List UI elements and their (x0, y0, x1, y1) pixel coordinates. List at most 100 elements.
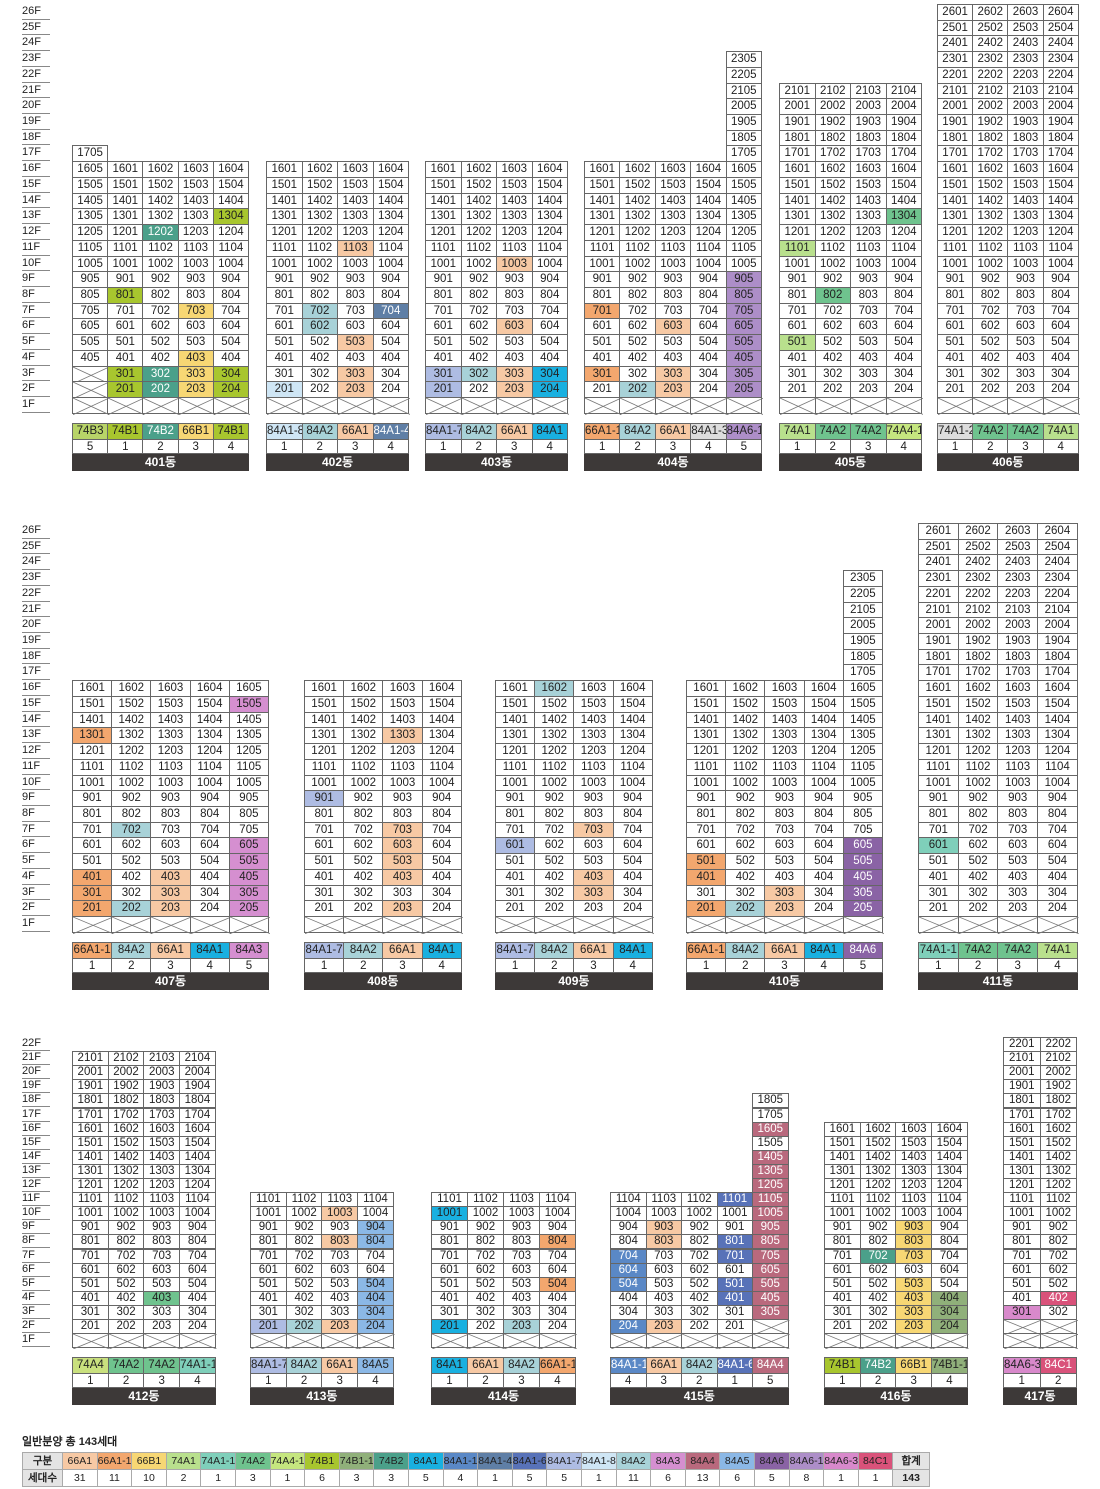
unit-cell[interactable]: 1405 (752, 1149, 789, 1165)
unit-cell[interactable]: 202 (343, 900, 384, 917)
unit-cell[interactable]: 1402 (460, 192, 497, 210)
unit-cell[interactable]: 1602 (301, 161, 338, 178)
unit-cell[interactable]: 902 (107, 1220, 145, 1236)
unit-cell[interactable]: 503 (997, 853, 1039, 870)
unit-cell[interactable]: 1601 (918, 680, 959, 697)
unit-cell[interactable]: 1903 (143, 1079, 181, 1095)
unit-cell[interactable]: 304 (212, 365, 249, 383)
unit-cell[interactable]: 802 (107, 1234, 145, 1250)
unit-cell[interactable]: 902 (343, 790, 384, 807)
unit-cell[interactable]: 1303 (382, 727, 423, 745)
unit-cell[interactable]: 901 (431, 1220, 468, 1236)
unit-cell[interactable]: 302 (111, 884, 152, 902)
unit-cell[interactable]: 501 (779, 334, 816, 351)
unit-cell[interactable]: 1503 (496, 176, 533, 194)
unit-cell[interactable]: 1001 (686, 774, 727, 792)
unit-cell[interactable]: 1502 (814, 176, 851, 194)
unit-cell[interactable]: 1603 (573, 680, 614, 697)
unit-cell[interactable]: 404 (421, 868, 462, 886)
unit-cell[interactable]: 303 (177, 365, 214, 383)
unit-cell[interactable]: 703 (850, 302, 887, 320)
unit-cell[interactable]: 503 (496, 334, 533, 351)
unit-cell[interactable]: 1003 (654, 255, 692, 273)
unit-cell[interactable]: 202 (859, 1319, 897, 1335)
unit-cell[interactable]: 2301 (918, 570, 959, 587)
unit-cell[interactable]: 1604 (1037, 680, 1078, 697)
unit-cell[interactable]: 1202 (814, 224, 851, 241)
unit-cell[interactable]: 2002 (107, 1065, 145, 1081)
unit-cell[interactable]: 1104 (803, 758, 844, 776)
unit-cell[interactable]: 602 (343, 837, 384, 855)
unit-cell[interactable]: 1101 (72, 758, 113, 776)
unit-cell[interactable]: 1004 (179, 1206, 216, 1222)
unit-cell[interactable]: 304 (539, 1304, 576, 1320)
unit-cell[interactable]: 303 (337, 365, 374, 383)
unit-cell[interactable]: 1501 (72, 1135, 109, 1151)
unit-cell[interactable]: 604 (372, 318, 409, 336)
unit-cell[interactable]: 404 (539, 1290, 576, 1306)
unit-cell[interactable]: 1602 (725, 680, 766, 697)
unit-cell[interactable]: 1603 (382, 680, 423, 697)
unit-cell[interactable]: 1604 (1042, 161, 1079, 178)
unit-cell[interactable]: 503 (177, 334, 214, 351)
unit-cell[interactable]: 2102 (814, 82, 851, 100)
unit-cell[interactable]: 1204 (179, 1178, 216, 1194)
unit-cell[interactable]: 301 (266, 365, 303, 383)
unit-cell[interactable]: 1801 (72, 1093, 109, 1109)
unit-cell[interactable]: 1501 (779, 176, 816, 194)
unit-cell[interactable]: 1705 (752, 1107, 789, 1123)
unit-cell[interactable]: 203 (150, 900, 191, 917)
unit-cell[interactable]: 203 (321, 1319, 359, 1335)
unit-cell[interactable]: 1302 (859, 1163, 897, 1179)
unit-cell[interactable]: 701 (250, 1248, 287, 1264)
unit-cell[interactable]: 404 (610, 1290, 647, 1306)
unit-cell[interactable]: 403 (997, 868, 1039, 886)
unit-cell[interactable]: 402 (725, 868, 766, 886)
unit-cell[interactable]: 902 (957, 790, 999, 807)
unit-cell[interactable]: 2202 (957, 585, 999, 603)
unit-cell[interactable]: 404 (212, 349, 249, 367)
unit-cell[interactable]: 704 (421, 821, 462, 839)
unit-cell[interactable]: 1002 (111, 774, 152, 792)
unit-cell[interactable]: 601 (495, 837, 536, 855)
unit-cell[interactable]: 204 (212, 381, 249, 398)
unit-cell[interactable]: 401 (937, 349, 974, 367)
unit-cell[interactable]: 701 (304, 821, 345, 839)
unit-cell[interactable]: 303 (850, 365, 887, 383)
unit-cell[interactable]: 2102 (1039, 1051, 1077, 1067)
unit-cell[interactable]: 303 (1007, 365, 1044, 383)
unit-cell[interactable]: 505 (228, 853, 269, 870)
unit-cell[interactable]: 1004 (1037, 774, 1078, 792)
unit-cell[interactable]: 1004 (421, 774, 462, 792)
unit-cell[interactable]: 1604 (931, 1121, 968, 1137)
unit-cell[interactable]: 1501 (686, 695, 727, 713)
unit-cell[interactable]: 403 (143, 1290, 181, 1306)
unit-cell[interactable]: 703 (654, 302, 692, 320)
unit-cell[interactable]: 1102 (957, 758, 999, 776)
unit-cell[interactable]: 501 (584, 334, 621, 351)
unit-cell[interactable]: 1002 (619, 255, 656, 273)
unit-cell[interactable]: 203 (496, 381, 533, 398)
unit-cell[interactable]: 2302 (972, 51, 1009, 68)
unit-cell[interactable]: 505 (72, 334, 109, 351)
unit-cell[interactable]: 1404 (1042, 192, 1079, 210)
unit-cell[interactable]: 701 (72, 821, 113, 839)
unit-cell[interactable]: 601 (431, 1262, 468, 1278)
unit-cell[interactable]: 304 (189, 884, 230, 902)
unit-cell[interactable]: 1101 (716, 1192, 753, 1208)
unit-cell[interactable]: 904 (372, 271, 409, 288)
unit-cell[interactable]: 1305 (72, 208, 109, 226)
unit-cell[interactable]: 1004 (612, 774, 653, 792)
unit-cell[interactable]: 1604 (612, 680, 653, 697)
unit-cell[interactable]: 2004 (179, 1065, 216, 1081)
unit-cell[interactable]: 1902 (107, 1079, 145, 1095)
unit-cell[interactable]: 2004 (1042, 98, 1079, 116)
unit-cell[interactable]: 1903 (997, 633, 1039, 650)
unit-cell[interactable]: 402 (972, 349, 1009, 367)
unit-cell[interactable]: 601 (266, 318, 303, 336)
unit-cell[interactable]: 1403 (177, 192, 214, 210)
unit-cell[interactable]: 602 (107, 1262, 145, 1278)
unit-cell[interactable]: 1403 (895, 1149, 933, 1165)
unit-cell[interactable]: 1102 (534, 758, 575, 776)
unit-cell[interactable]: 802 (142, 286, 179, 304)
